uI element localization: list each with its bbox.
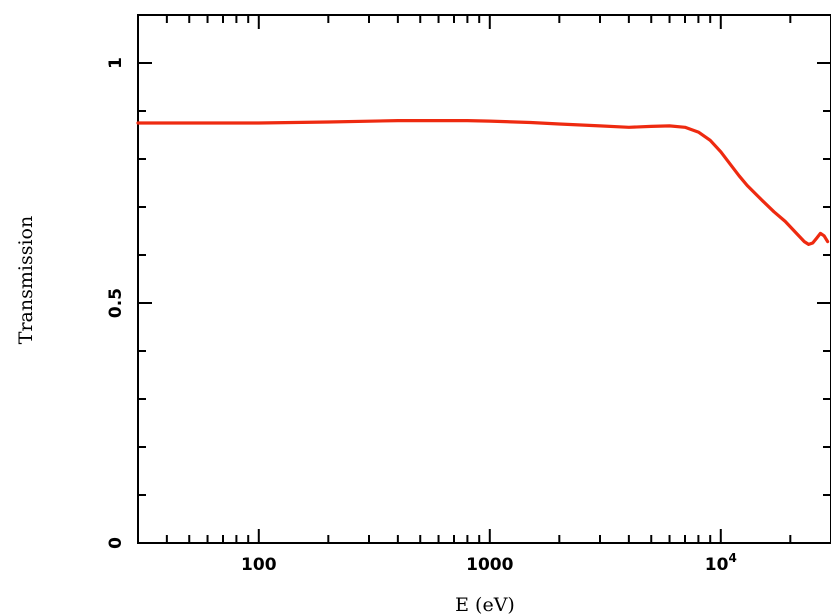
x-tick-label-exponent: 4: [728, 551, 736, 565]
plot-frame: [137, 14, 831, 544]
y-ticks: [138, 14, 831, 544]
y-tick-label: 1: [106, 57, 126, 69]
x-tick-labels: 100 1000 104: [241, 551, 737, 575]
y-axis-title: Transmission: [15, 216, 37, 344]
series-group: [136, 119, 830, 246]
y-tick-label: 0.5: [106, 288, 126, 318]
x-axis-title: E (eV): [455, 594, 515, 616]
x-tick-label: 104: [705, 551, 737, 575]
y-tick-labels: 00.51: [106, 57, 126, 549]
y-tick-label: 0: [106, 537, 126, 549]
x-tick-label: 1000: [466, 555, 513, 575]
series-line: [136, 119, 830, 246]
x-major-ticks: [257, 15, 722, 543]
x-tick-label: 100: [241, 555, 277, 575]
x-minor-ticks: [137, 15, 831, 543]
